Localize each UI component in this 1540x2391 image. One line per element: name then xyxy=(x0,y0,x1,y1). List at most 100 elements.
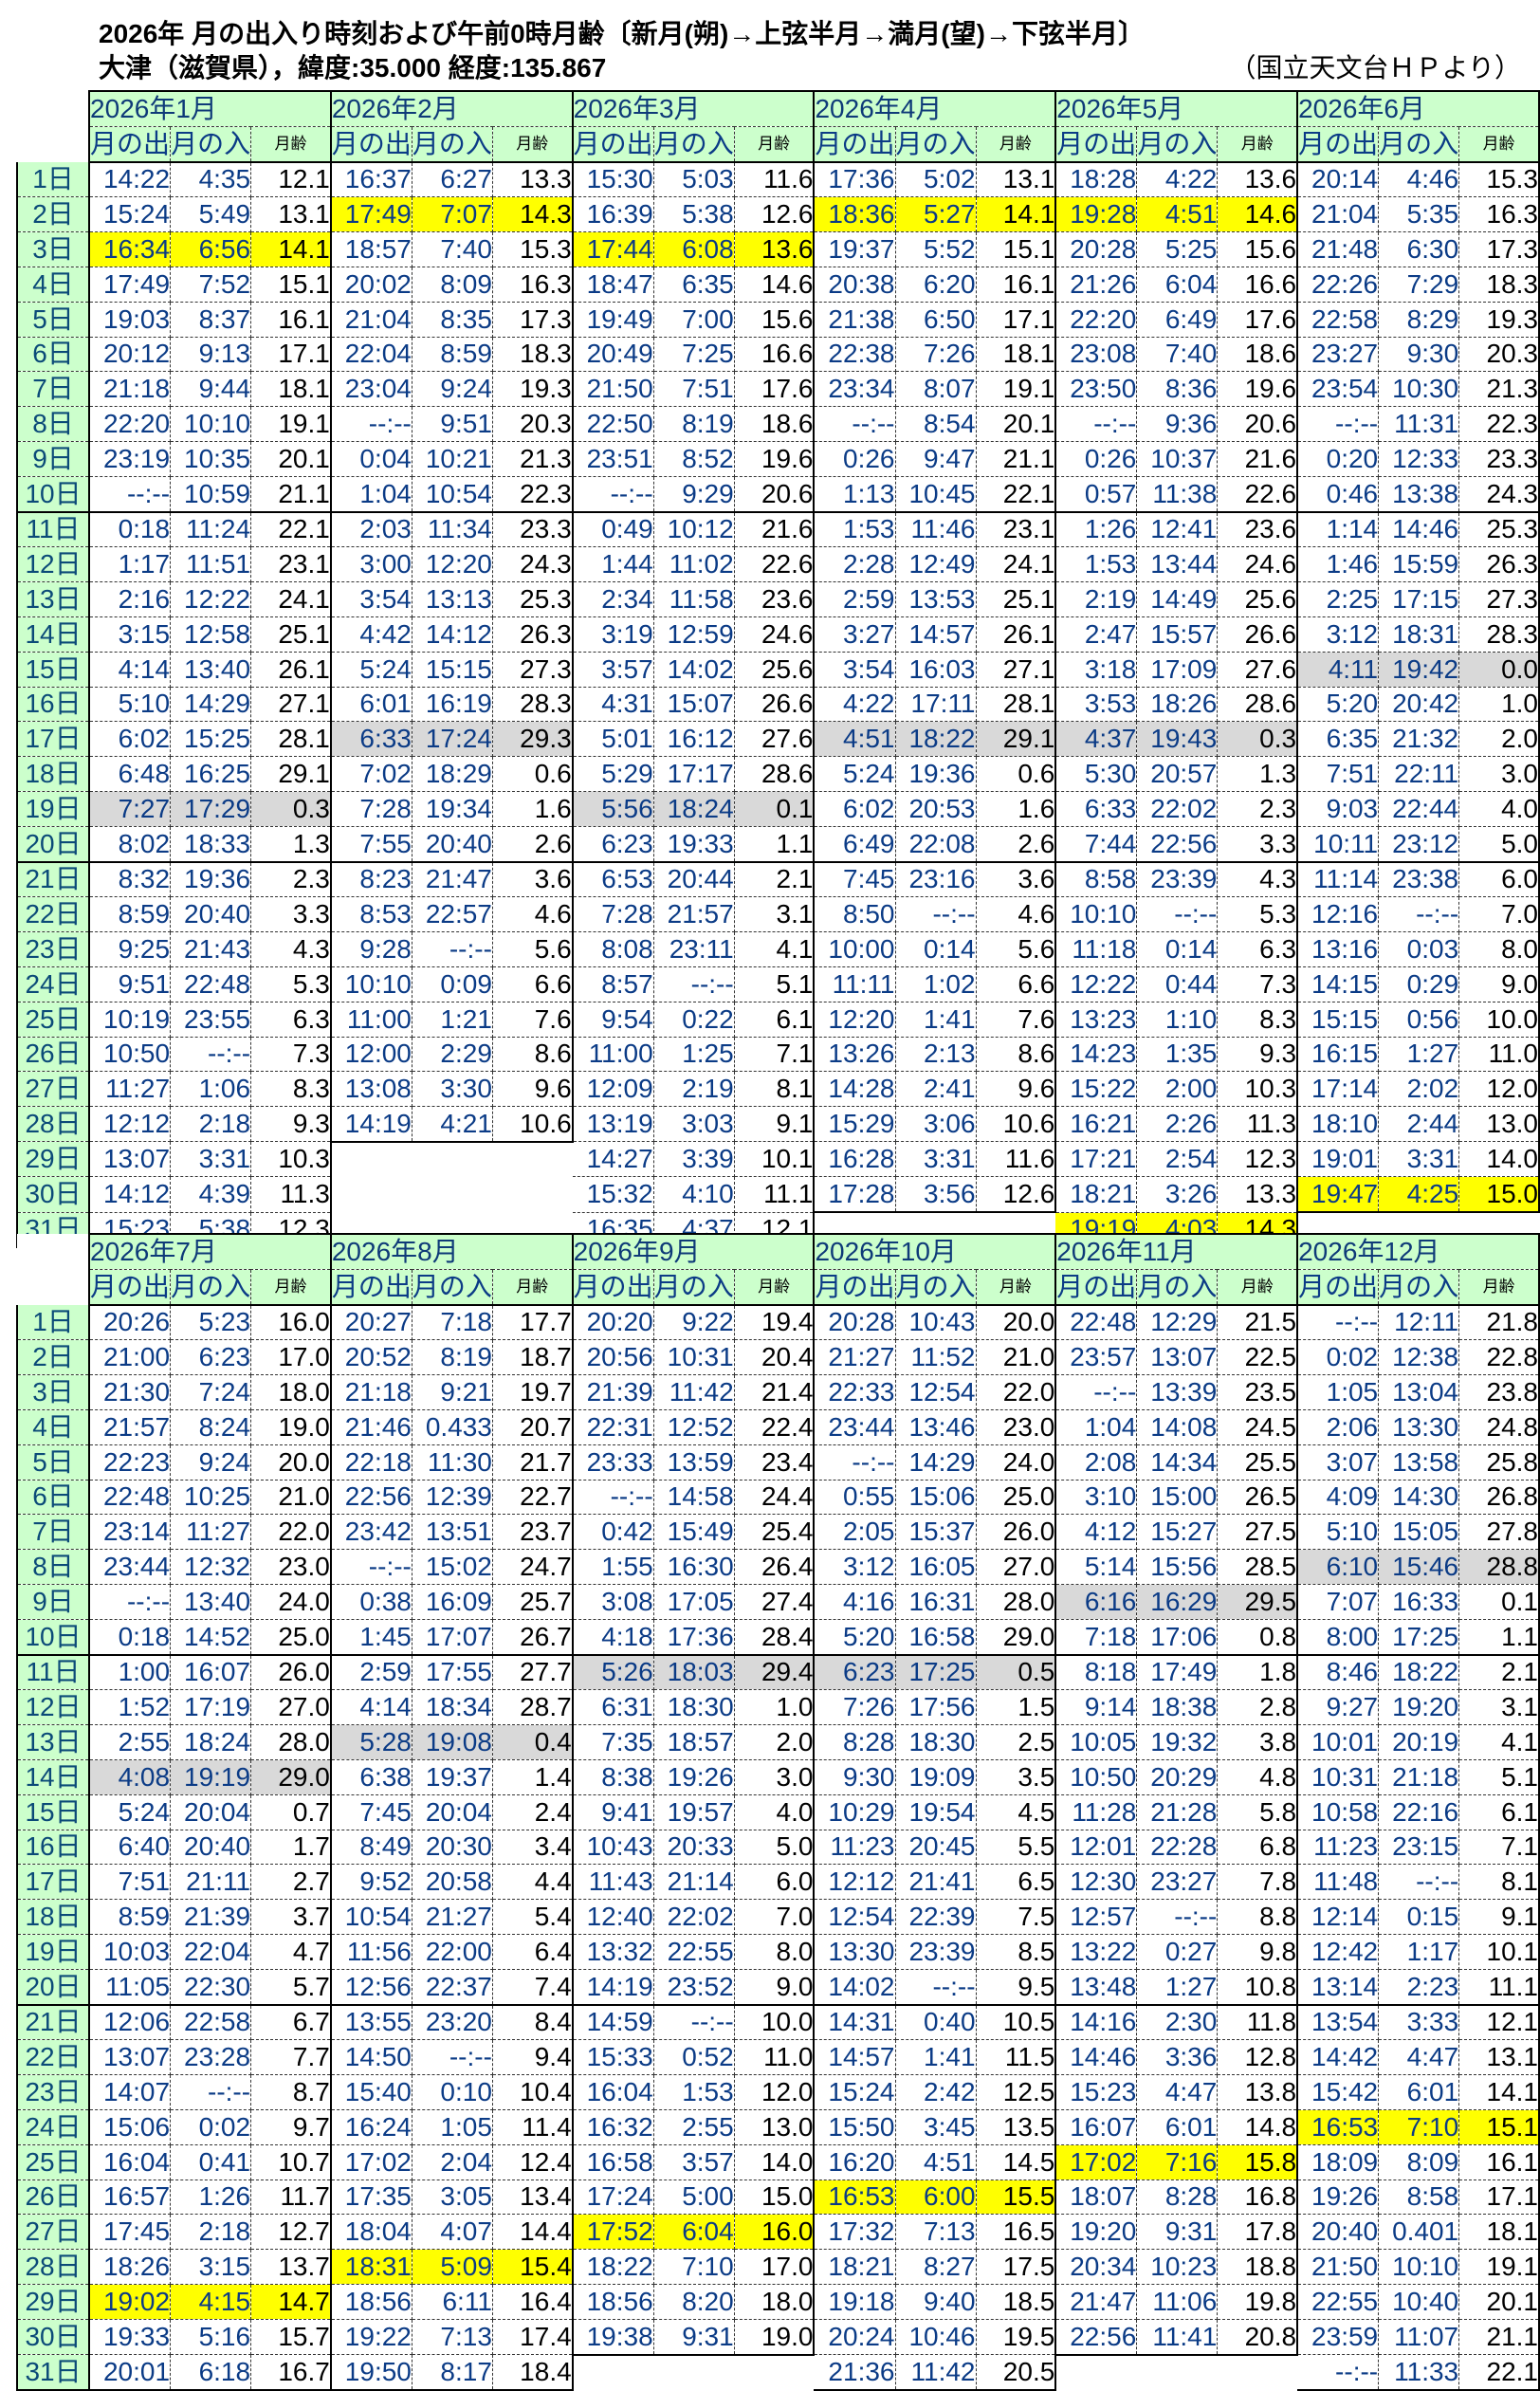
day-label: 12日 xyxy=(15,546,91,583)
moonrise-time: 2:55 xyxy=(89,1724,172,1760)
moon-age: 9.3 xyxy=(1217,1037,1299,1073)
moonset-time: 14:46 xyxy=(1378,511,1460,548)
moonset-time: 1:06 xyxy=(170,1071,252,1108)
moonrise-time: --:-- xyxy=(1297,406,1380,442)
day-label: 14日 xyxy=(15,616,91,653)
moon-age: 13.1 xyxy=(1458,2039,1540,2076)
moonrise-time: 6:01 xyxy=(330,687,412,723)
moonrise-time: 19:22 xyxy=(330,2319,412,2356)
moonset-time: 23:39 xyxy=(1136,861,1219,898)
moon-age: 28.3 xyxy=(1458,616,1540,653)
moonset-time: 13:44 xyxy=(1136,546,1219,583)
moonrise-time: 3:19 xyxy=(572,616,654,653)
moonrise-time: 7:02 xyxy=(330,756,412,792)
moonrise-time: 13:23 xyxy=(1055,1002,1138,1038)
moonset-time: 16:29 xyxy=(1136,1584,1219,1620)
moon-age: 3.3 xyxy=(250,896,332,933)
moonrise-time: 1:53 xyxy=(1055,546,1138,583)
moonset-time: 0:44 xyxy=(1136,966,1219,1002)
moon-age: 2.3 xyxy=(1217,791,1299,827)
month-label: 2026年9月 xyxy=(571,1232,816,1270)
moon-age: 23.5 xyxy=(1217,1374,1299,1410)
moonset-time: 20:57 xyxy=(1136,756,1219,792)
moon-age: 29.1 xyxy=(976,721,1057,758)
moon-age: 25.6 xyxy=(734,652,816,688)
moonrise-time: 13:07 xyxy=(89,2039,172,2076)
table-row: 12日 1:52 17:19 27.0 4:14 18:34 28.7 6:31 18:30 1.… xyxy=(15,1689,1540,1726)
moonrise-time: 21:39 xyxy=(572,1374,654,1410)
table-row: 16日 5:10 14:29 27.1 6:01 16:19 28.3 4:31 15:07 26… xyxy=(15,687,1540,723)
moon-age: 0.6 xyxy=(492,756,574,792)
moonrise-time: 8:38 xyxy=(572,1759,654,1795)
moonrise-time: 19:33 xyxy=(89,2319,172,2356)
moonrise-time: 13:22 xyxy=(1055,1934,1138,1970)
moon-age: 5.4 xyxy=(492,1899,574,1935)
moonset-time: 23:11 xyxy=(653,931,735,967)
moonset-time: 11:30 xyxy=(412,1444,493,1481)
moonrise-time: 9:30 xyxy=(814,1759,896,1795)
moonrise-time: 10:05 xyxy=(1055,1724,1138,1760)
moonrise-time: 11:43 xyxy=(572,1864,654,1901)
moon-age: 27.1 xyxy=(976,652,1057,688)
moonset-time: 9:36 xyxy=(1136,406,1219,442)
moonset-time: 11:24 xyxy=(170,511,252,548)
moon-age: 27.3 xyxy=(1458,581,1540,617)
moonset-time: 6:35 xyxy=(653,267,735,303)
moonset-time: 2:30 xyxy=(1136,2004,1219,2041)
moon-age: 19.1 xyxy=(250,406,332,442)
moonset-time: 23:15 xyxy=(1378,1830,1460,1866)
moonset-time: 1:17 xyxy=(1378,1934,1460,1970)
day-label: 3日 xyxy=(15,1374,91,1410)
moon-age: 23.6 xyxy=(734,581,816,617)
moonrise-header: 月の出 xyxy=(88,126,172,163)
moonrise-time: 8:46 xyxy=(1297,1654,1380,1691)
moonrise-time: 1:55 xyxy=(572,1549,654,1585)
moon-age: 15.3 xyxy=(1458,161,1540,198)
moonset-time: 13:40 xyxy=(170,652,252,688)
moonset-time: 21:28 xyxy=(1136,1794,1219,1830)
moon-age: 28.6 xyxy=(734,756,816,792)
moonset-time: 16:25 xyxy=(170,756,252,792)
moon-age: 5.5 xyxy=(976,1830,1057,1866)
moonrise-time: 21:48 xyxy=(1297,231,1380,267)
moonrise-header: 月の出 xyxy=(571,126,654,163)
moonrise-time: 23:44 xyxy=(814,1409,896,1445)
day-label: 1日 xyxy=(15,1304,91,1341)
moonset-time: 11:33 xyxy=(1378,2354,1460,2391)
moonset-time: 11:42 xyxy=(895,2354,977,2391)
moonrise-time: 7:35 xyxy=(572,1724,654,1760)
moonrise-time: 20:24 xyxy=(814,2319,896,2356)
moonrise-time: 22:50 xyxy=(572,406,654,442)
moon-age: 19.3 xyxy=(1458,302,1540,338)
moonrise-time: 4:22 xyxy=(814,687,896,723)
moonrise-time: 21:50 xyxy=(572,371,654,408)
moon-age: 21.1 xyxy=(250,476,332,513)
moon-age: 1.7 xyxy=(250,1830,332,1866)
moonrise-time: 1:26 xyxy=(1055,511,1138,548)
moonrise-time: 15:23 xyxy=(1055,2074,1138,2110)
moonrise-time: 18:56 xyxy=(572,2284,654,2320)
moon-age: 18.6 xyxy=(1217,337,1299,373)
moonrise-header: 月の出 xyxy=(88,1269,172,1306)
moonset-time: 20:30 xyxy=(412,1830,493,1866)
moonrise-time: 5:56 xyxy=(572,791,654,827)
moon-age: 14.4 xyxy=(492,2214,574,2251)
moonset-time: 6:49 xyxy=(1136,302,1219,338)
moonset-time: 15:59 xyxy=(1378,546,1460,583)
moonset-time: 3:05 xyxy=(412,2179,493,2216)
month-header-row: 2026年7月 2026年8月 2026年9月 2026年10月 2026年11月 202… xyxy=(17,1232,1540,1270)
moonset-time: 7:16 xyxy=(1136,2144,1219,2180)
moonset-time: 6:18 xyxy=(170,2354,252,2391)
moonrise-time: 15:42 xyxy=(1297,2074,1380,2110)
moonrise-time: 10:50 xyxy=(1055,1759,1138,1795)
day-label: 2日 xyxy=(15,1339,91,1376)
moonset-time: 20:53 xyxy=(895,791,977,827)
table-row: 25日 16:04 0:41 10.7 17:02 2:04 12.4 16:58 3:57 14… xyxy=(15,2144,1540,2180)
moonset-time: 4:39 xyxy=(170,1176,252,1213)
moon-age: 12.1 xyxy=(250,161,332,198)
moonrise-time: --:-- xyxy=(814,406,896,442)
moonset-time: 11:46 xyxy=(895,511,977,548)
moonset-time: 7:18 xyxy=(412,1304,493,1341)
moonrise-header: 月の出 xyxy=(571,1269,654,1306)
moonrise-time: 6:53 xyxy=(572,861,654,898)
